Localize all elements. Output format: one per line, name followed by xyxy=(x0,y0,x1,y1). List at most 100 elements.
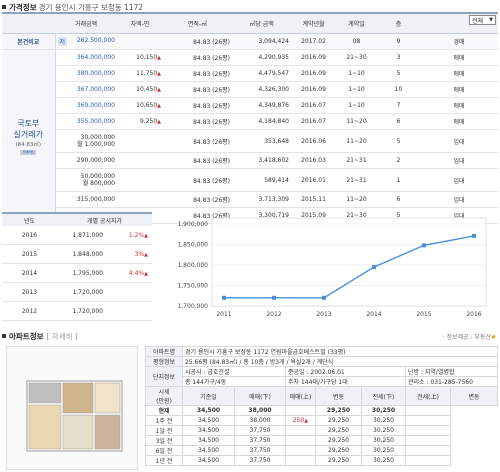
official-header-price: 개별 공시지가 xyxy=(57,212,152,226)
row-day: 1~10 xyxy=(336,81,377,98)
floor-plan-drawing xyxy=(26,380,123,452)
row-diff-cell xyxy=(117,152,163,169)
market-jeonse-low: 29,250 xyxy=(315,435,362,446)
header-contract-month[interactable]: 계약년월 xyxy=(291,12,336,34)
official-year: 2013 xyxy=(2,282,57,302)
market-col-sale-high: 매매(上) xyxy=(285,386,316,406)
header-contract-day: 계약일 xyxy=(336,12,377,34)
official-price: 1,871,000 xyxy=(72,231,103,239)
row-area: 84.83 (26평) xyxy=(163,97,232,114)
row-price: 355,000,000 xyxy=(55,113,117,130)
market-col-jeonse-low: 전세(下) xyxy=(361,386,406,406)
market-jeonse-high: 30,250 xyxy=(361,405,406,416)
row-day: 11~20 xyxy=(336,113,377,130)
market-sale-change-cell xyxy=(285,435,316,446)
triangle-up-icon: ▲ xyxy=(304,418,309,424)
complex-row-2: 총 144가구/4동 주차 144대/가구당 1대 관리소 : 031-285-… xyxy=(146,376,498,387)
apt-size-label: 평형정보 xyxy=(145,356,183,367)
official-pct: 3% xyxy=(134,250,145,258)
official-price-cell: 1,871,000 1.2%▲ xyxy=(57,226,152,245)
complex-heating: 난방 : 지역/열병합 xyxy=(405,366,498,377)
market-sale-high: 38,000 xyxy=(234,405,286,416)
row-price: 380,000,000 xyxy=(55,65,117,82)
row-ym: 2016.01 xyxy=(291,168,336,192)
official-year: 2012 xyxy=(2,301,57,321)
row-ym: 2016.07 xyxy=(291,97,336,114)
row-type: 임대 xyxy=(420,168,498,192)
row-ym: 2016.09 xyxy=(291,81,336,98)
triangle-up-icon: ▲ xyxy=(144,270,148,277)
compare-per-price: 3,094,424 xyxy=(232,33,291,50)
market-sale-low: 34,500 xyxy=(182,455,235,466)
header-per-price[interactable]: ㎡당 금액 xyxy=(232,12,291,34)
price-row: 315,000,000 84.83 (26평) 3,713,309 2015.11 11… xyxy=(2,191,498,208)
market-jeonse-change xyxy=(405,445,451,456)
row-floor: 6 xyxy=(377,191,420,208)
row-day: 21~30 xyxy=(336,49,377,66)
apt-section-header: 아파트정보 [ 자세히 ] xyxy=(2,331,78,341)
row-day: 11~20 xyxy=(336,129,377,153)
market-jeonse-change xyxy=(405,435,451,446)
triangle-up-icon: ▲ xyxy=(157,119,161,125)
triangle-up-icon: ▲ xyxy=(144,232,148,239)
chevron-down-icon: ▼ xyxy=(489,17,493,23)
row-per-price: 3,713,309 xyxy=(232,191,291,208)
side-badge[interactable]: 전세버튼 xyxy=(20,150,37,155)
row-diff-cell: 9,250▲ xyxy=(117,113,163,130)
official-year: 2015 xyxy=(2,244,57,264)
triangle-up-icon: ▲ xyxy=(157,55,161,61)
price-section-title: 가격정보 xyxy=(9,2,37,12)
official-header-row: 년도 개별 공시지가 xyxy=(2,212,152,226)
apt-detail-link[interactable]: [ 자세히 ] xyxy=(46,331,78,341)
official-price-line-chart: 1,700,000 1,750,000 1,800,000 1,850,000 1,90… xyxy=(177,217,487,318)
official-price: 1,720,000 xyxy=(72,288,103,296)
row-floor: 1 xyxy=(377,168,420,192)
official-price: 1,720,000 xyxy=(72,307,103,315)
row-price: 315,000,000 xyxy=(55,191,117,208)
market-sale-change-cell xyxy=(285,445,316,456)
market-row: 1일 전 34,500 37,750 29,250 30,250 xyxy=(145,425,498,436)
market-row: 1년 전 34,500 37,750 29,250 30,250 xyxy=(145,455,498,466)
row-ym: 2016.09 xyxy=(291,65,336,82)
y-tick-label: 1,800,000 xyxy=(177,262,208,269)
apt-name-label: 아파트명 xyxy=(145,346,183,357)
plot-area xyxy=(211,217,487,307)
triangle-up-icon: ▲ xyxy=(157,103,161,109)
row-per-price: 589,414 xyxy=(232,168,291,192)
row-diff-cell: 11,750▲ xyxy=(117,65,163,82)
header-spacer xyxy=(2,12,55,34)
type-filter-dropdown[interactable]: 전체 ▼ xyxy=(469,15,496,25)
row-area: 84.83 (26평) xyxy=(163,113,232,130)
market-sale-low: 34,500 xyxy=(182,415,235,426)
row-day: 1~10 xyxy=(336,65,377,82)
row-floor: 5 xyxy=(377,129,420,153)
row-price: 369,000,000 xyxy=(55,97,117,114)
series-point xyxy=(372,265,376,270)
apt-size-row: 평형정보 25.66평 (84.83㎡) / 총 10층 / 방3개 / 욕실2… xyxy=(145,356,498,367)
triangle-up-icon: ▲ xyxy=(144,251,148,258)
compare-diff xyxy=(117,33,163,50)
market-sale-high: 38,000 xyxy=(234,415,286,426)
row-floor: 6 xyxy=(377,113,420,130)
row-per-price: 4,479,547 xyxy=(232,65,291,82)
header-area[interactable]: 면적-㎡ xyxy=(163,12,232,34)
row-floor: 3 xyxy=(377,49,420,66)
market-label: 시세 (만원) xyxy=(145,386,183,406)
section-bullet-icon xyxy=(2,334,6,338)
apt-size-value: 25.66평 (84.83㎡) / 총 10층 / 방3개 / 욕실2개 / 계… xyxy=(182,356,498,367)
header-price: 거래금액 xyxy=(55,12,117,34)
market-jeonse-change xyxy=(405,405,451,416)
apt-section-title: 아파트정보 xyxy=(9,331,44,341)
compare-badge: 저 xyxy=(57,37,68,46)
price-row: 380,000,000 11,750▲ 84.83 (26평) 4,479,547 20… xyxy=(2,65,498,82)
market-jeonse-high: 30,250 xyxy=(361,455,406,466)
row-type: 임대 xyxy=(420,152,498,169)
complex-parking: 주차 144대/가구당 1대 xyxy=(285,376,406,387)
row-price: 367,000,000 xyxy=(55,81,117,98)
row-diff: 10,150 xyxy=(136,54,158,61)
price-row: 369,000,000 10,650▲ 84.83 (26평) 4,349,876 20… xyxy=(2,97,498,114)
official-price-cell: 1,848,000 3%▲ xyxy=(57,244,152,264)
header-diff[interactable]: 차액-만 xyxy=(117,12,163,34)
row-type: 매매 xyxy=(420,97,498,114)
header-floor[interactable]: 층 xyxy=(377,12,420,34)
